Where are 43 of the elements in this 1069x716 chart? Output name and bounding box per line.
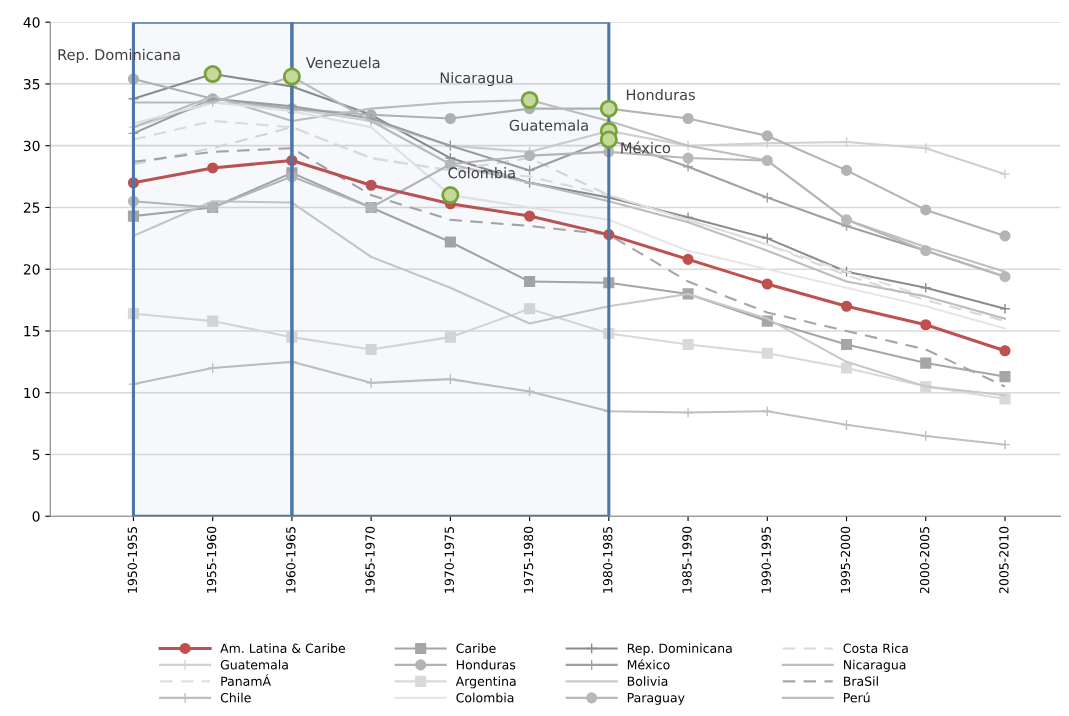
x-tick-label: 1960-1965: [286, 527, 296, 593]
x-tick-label: 1965-1970: [365, 526, 375, 593]
x-tick-label: 1950-1955: [127, 527, 138, 593]
legend-label: Perú: [844, 692, 870, 703]
annotation: Venezuela: [305, 56, 380, 69]
y-tick-label: 30: [23, 140, 40, 152]
y-tick-label: 25: [23, 202, 40, 213]
y-tick-label: 20: [23, 264, 40, 275]
x-tick-label: 2005-2010: [999, 526, 1009, 594]
annotation: México: [621, 141, 671, 154]
annotation: Colombia: [448, 167, 515, 179]
x-tick-label: 1985-1990: [682, 526, 692, 593]
legend-label: Paraguay: [627, 693, 685, 705]
legend-label: Honduras: [456, 659, 516, 670]
legend-label: Am. Latina & Caribe: [220, 643, 346, 653]
x-tick-label: 2000-2005: [919, 527, 930, 594]
legend-label: BraSil: [844, 676, 878, 686]
x-tick-label: 1970-1975: [444, 527, 454, 593]
x-tick-label: 1975-1980: [523, 526, 534, 593]
legend-label: México: [627, 659, 670, 670]
annotation: Honduras: [626, 88, 695, 101]
y-tick-label: 5: [32, 449, 40, 460]
legend-label: Bolivia: [627, 676, 668, 686]
annotation: Guatemala: [509, 119, 588, 131]
legend-label: Caribe: [456, 643, 496, 653]
x-tick-label: 1995-2000: [840, 526, 851, 593]
annotation: Nicaragua: [440, 72, 513, 87]
legend-label: Argentina: [455, 676, 516, 689]
y-tick-label: 0: [32, 511, 40, 522]
legend-label: Colombia: [456, 692, 514, 703]
y-tick-label: 15: [24, 326, 40, 337]
y-tick-label: 40: [23, 17, 40, 28]
x-tick-label: 1955-1960: [206, 526, 217, 593]
legend-label: PanamÁ: [221, 674, 271, 686]
y-tick-label: 10: [24, 387, 40, 399]
legend-label: Nicaragua: [844, 659, 906, 672]
legend-label: Rep. Dominicana: [627, 643, 732, 656]
x-tick-label: 1980-1985: [603, 527, 613, 593]
y-tick-label: 35: [23, 78, 40, 90]
legend-label: Guatemala: [220, 659, 288, 670]
legend-label: Costa Rica: [843, 643, 908, 653]
x-tick-label: 1990-1995: [761, 527, 771, 593]
legend-label: Chile: [220, 692, 251, 703]
